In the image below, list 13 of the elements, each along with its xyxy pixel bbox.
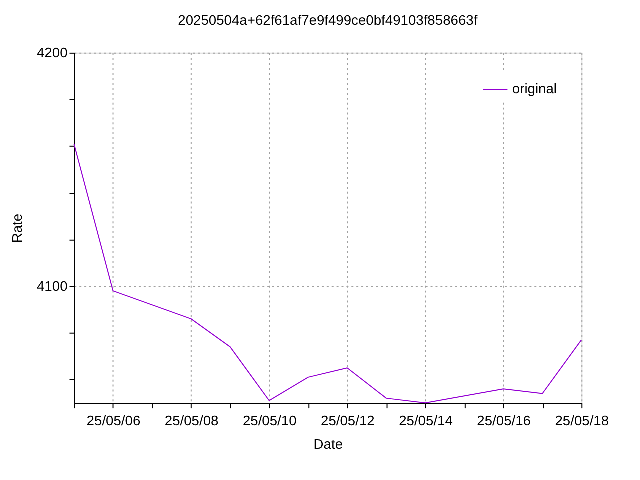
x-tick-label: 25/05/16: [477, 412, 532, 428]
x-tick-label: 25/05/06: [86, 412, 141, 428]
legend-label: original: [512, 80, 557, 96]
x-tick-label: 25/05/08: [164, 412, 220, 428]
x-tick-label: 25/05/10: [242, 412, 298, 428]
x-tick-label: 25/05/18: [555, 412, 610, 428]
y-axis-title: Rate: [9, 214, 26, 244]
x-tick-label: 25/05/14: [399, 412, 454, 428]
y-tick-label: 4100: [36, 278, 68, 294]
x-tick-label: 25/05/12: [321, 412, 375, 428]
chart-title: 20250504a+62f61af7e9f499ce0bf49103f858663f: [178, 12, 478, 28]
x-axis-title: Date: [314, 436, 344, 452]
y-tick-label: 4200: [36, 44, 68, 60]
